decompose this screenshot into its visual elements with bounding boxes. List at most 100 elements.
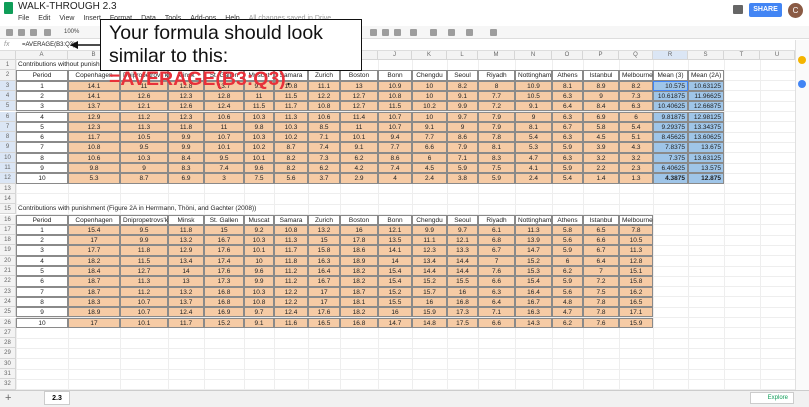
cell[interactable]: 8.4 — [583, 101, 619, 112]
cell[interactable]: 5.4 — [619, 121, 653, 133]
cell[interactable]: 7.8 — [583, 296, 619, 308]
column-header[interactable]: A — [16, 51, 68, 60]
cell[interactable]: 11.5 — [120, 255, 168, 266]
cell[interactable]: 18.2 — [340, 307, 378, 318]
cell[interactable]: 12.9 — [68, 111, 120, 122]
row-header[interactable]: 29 — [0, 348, 16, 359]
cell[interactable]: 9.9 — [447, 101, 478, 112]
cell[interactable]: 6.9 — [583, 111, 619, 122]
column-header[interactable]: T — [724, 51, 760, 60]
cell[interactable]: 10.2 — [412, 101, 447, 112]
cell[interactable]: 12.8 — [168, 80, 204, 91]
cell[interactable]: Nottingham — [515, 70, 552, 81]
cell[interactable]: 8.2 — [274, 152, 308, 163]
cell[interactable]: 18.7 — [68, 276, 120, 287]
sheet-tab[interactable]: 2.3 — [44, 391, 70, 405]
cell[interactable]: 11.7 — [274, 245, 308, 256]
cell[interactable]: 10.8 — [244, 296, 274, 308]
cell[interactable]: 11.5 — [244, 101, 274, 112]
cell[interactable]: 12.1 — [120, 101, 168, 112]
cell[interactable]: 13.675 — [688, 142, 724, 153]
cell[interactable]: 9.9 — [412, 224, 447, 236]
cell[interactable]: 5 — [16, 121, 68, 133]
cell[interactable]: 10.3 — [274, 121, 308, 133]
cell[interactable]: 6.4 — [552, 101, 583, 112]
cell[interactable]: 2 — [16, 235, 68, 246]
cell[interactable]: Seoul — [447, 70, 478, 81]
row-header[interactable]: 17 — [0, 224, 16, 236]
cell[interactable]: 8.2 — [619, 80, 653, 91]
cell[interactable]: 14.1 — [68, 90, 120, 102]
cell[interactable]: 9.6 — [244, 163, 274, 174]
toolbar-icon[interactable] — [466, 29, 473, 36]
cell[interactable]: 6.2 — [308, 163, 340, 174]
menu-item[interactable]: Add-ons — [190, 15, 216, 22]
row-header[interactable]: 19 — [0, 245, 16, 256]
cell[interactable]: 14.4 — [447, 255, 478, 266]
cell[interactable]: 8.45625 — [653, 132, 688, 143]
cell[interactable]: 12.9 — [168, 245, 204, 256]
cell[interactable]: 11 — [204, 121, 244, 133]
cell[interactable]: Minsk — [168, 214, 204, 225]
cell[interactable]: 5.9 — [552, 142, 583, 153]
cell[interactable]: 9 — [16, 307, 68, 318]
cell[interactable]: 9.7 — [244, 307, 274, 318]
cell[interactable]: 9.1 — [515, 101, 552, 112]
cell[interactable]: 11.5 — [378, 101, 412, 112]
cell[interactable]: 9 — [16, 163, 68, 174]
cell[interactable]: Copenhagen — [68, 214, 120, 225]
cell[interactable]: 6.6 — [583, 235, 619, 246]
cell[interactable]: 8.2 — [274, 163, 308, 174]
column-header[interactable]: L — [447, 51, 478, 60]
cell[interactable]: 13.60625 — [688, 132, 724, 143]
cell[interactable]: 13 — [340, 80, 378, 91]
cell[interactable]: 7.6 — [478, 266, 515, 277]
row-header[interactable]: 16 — [0, 214, 16, 225]
cell[interactable]: 8.6 — [447, 132, 478, 143]
cell[interactable]: 6.4 — [583, 255, 619, 266]
cell[interactable]: 7.2 — [583, 276, 619, 287]
cell[interactable]: 6 — [16, 276, 68, 287]
cell[interactable]: 5.6 — [552, 235, 583, 246]
row-header[interactable]: 15 — [0, 204, 16, 215]
cell[interactable]: 7 — [16, 286, 68, 297]
cell[interactable]: 1.4 — [583, 173, 619, 184]
avatar[interactable]: C — [788, 3, 803, 18]
cell[interactable]: 10 — [412, 80, 447, 91]
cell[interactable]: 4.3875 — [653, 173, 688, 184]
cell[interactable]: 13.4 — [168, 255, 204, 266]
cell[interactable]: 11.2 — [120, 286, 168, 297]
row-header[interactable]: 1 — [0, 60, 16, 71]
cell[interactable]: 10.7 — [120, 296, 168, 308]
cell[interactable]: Period — [16, 214, 68, 225]
cell[interactable]: 7.5 — [244, 173, 274, 184]
cell[interactable]: 10.8 — [308, 101, 340, 112]
cell[interactable]: 16.7 — [515, 296, 552, 308]
cell[interactable]: Bonn — [378, 214, 412, 225]
cell[interactable]: 13.34375 — [688, 121, 724, 133]
cell[interactable]: 10.6 — [204, 111, 244, 122]
cell[interactable]: 16.3 — [515, 307, 552, 318]
cell[interactable]: 10.63125 — [688, 80, 724, 91]
tasks-icon[interactable] — [798, 80, 806, 88]
cell[interactable]: 9.9 — [168, 142, 204, 153]
cell[interactable]: 13 — [168, 276, 204, 287]
cell[interactable]: 15.4 — [68, 224, 120, 236]
row-header[interactable]: 30 — [0, 358, 16, 369]
cell[interactable]: 10.6 — [68, 152, 120, 163]
cell[interactable]: 8.1 — [478, 142, 515, 153]
cell[interactable]: 16 — [340, 224, 378, 236]
cell[interactable]: Bonn — [378, 70, 412, 81]
column-header[interactable]: U — [760, 51, 795, 60]
cell[interactable]: 3 — [16, 101, 68, 112]
cell[interactable]: 15.2 — [515, 255, 552, 266]
cell[interactable]: 7.1 — [447, 152, 478, 163]
cell[interactable]: Melbourne — [619, 70, 653, 81]
row-header[interactable]: 3 — [0, 80, 16, 91]
cell[interactable]: 10.9 — [378, 80, 412, 91]
cell[interactable]: 6.3 — [552, 152, 583, 163]
cell[interactable]: Copenhagen — [68, 70, 120, 81]
cell[interactable]: 10 — [412, 90, 447, 102]
cell[interactable]: 12.4 — [204, 101, 244, 112]
cell[interactable]: 6.2 — [552, 266, 583, 277]
